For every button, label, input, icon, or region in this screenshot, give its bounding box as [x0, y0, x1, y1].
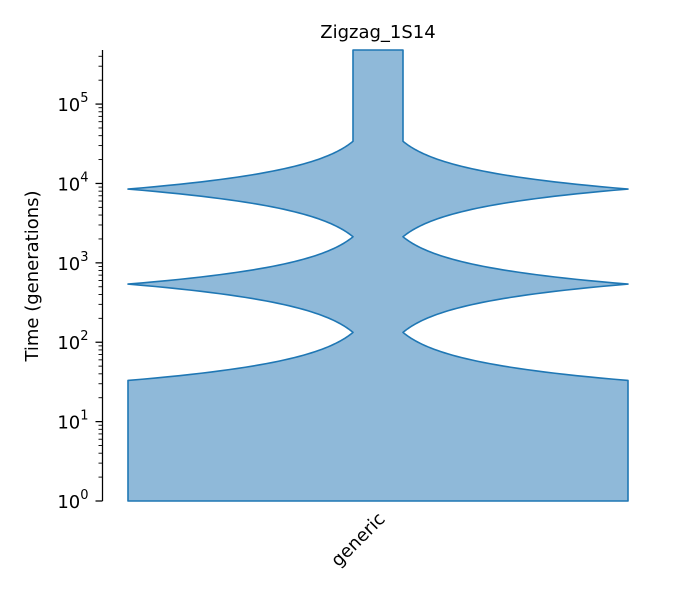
y-axis-ticks: 100 101 102 103 104 105: [57, 55, 103, 513]
y-tick-label: 100: [57, 488, 88, 513]
y-tick-label: 102: [57, 329, 88, 354]
chart-title: Zigzag_1S14: [320, 22, 435, 43]
y-axis-label: Time (generations): [22, 190, 43, 362]
x-tick-label-generic: generic: [327, 509, 389, 571]
y-tick-label: 103: [57, 250, 88, 275]
y-tick-label: 101: [57, 409, 88, 434]
y-tick-label: 104: [57, 170, 88, 195]
plot-area: [127, 49, 629, 502]
population-size-shape: [127, 49, 629, 502]
y-tick-label: 105: [57, 91, 88, 116]
